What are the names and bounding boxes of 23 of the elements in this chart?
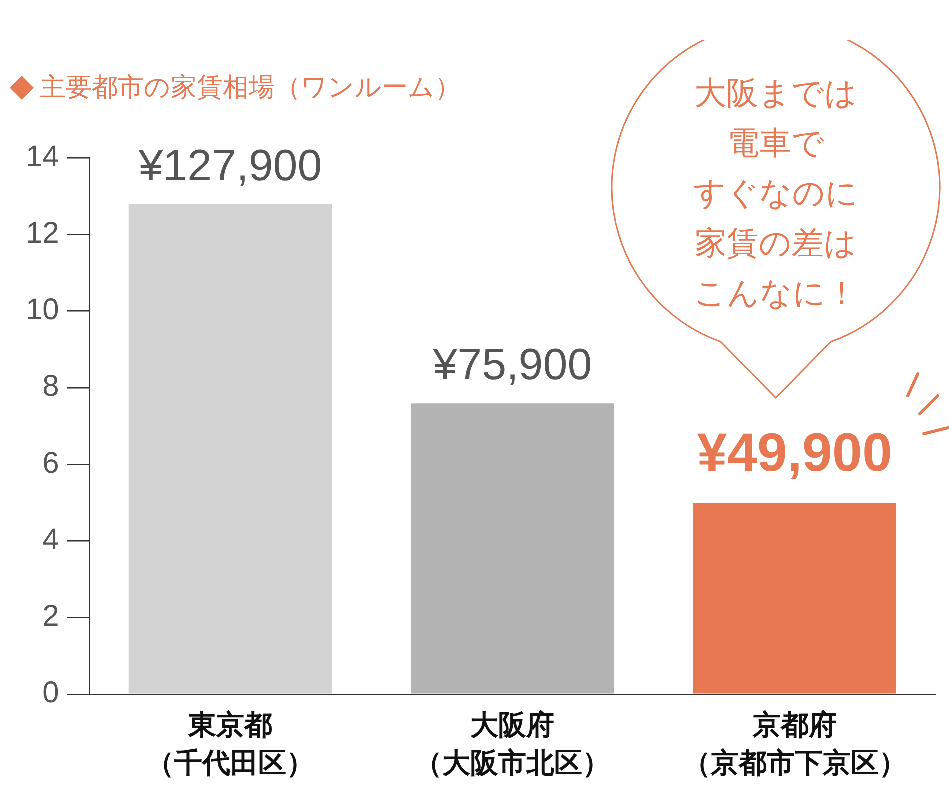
- bar: [411, 404, 614, 694]
- annotation: こんなに！: [693, 273, 859, 314]
- y-tick-label: 8: [42, 370, 60, 404]
- y-tick-label: 12: [26, 216, 60, 250]
- x-tick-label: 京都府（京都市下京区）: [682, 708, 907, 780]
- annotation: ¥127,900: [138, 142, 322, 190]
- annotation: 家賃の差は: [694, 223, 858, 264]
- y-tick-label: 0: [42, 676, 60, 710]
- annotation: すぐなのに: [692, 173, 860, 214]
- bar: [693, 503, 896, 694]
- annotation: ¥75,900: [432, 340, 592, 390]
- chart-title: 主要都市の家賃相場（ワンルーム）: [40, 72, 461, 105]
- bar: [128, 204, 332, 694]
- y-tick-label: 2: [42, 600, 60, 634]
- y-tick-label: 4: [42, 523, 60, 556]
- y-tick-label: 6: [42, 446, 60, 480]
- text: 大阪までは: [694, 73, 858, 114]
- x-tick-label: 東京都（千代田区）: [146, 708, 314, 780]
- x-tick-label: 大阪府（大阪市北区）: [414, 708, 611, 780]
- annotation: ¥49,900: [697, 423, 892, 484]
- y-tick-label: 14: [26, 140, 60, 174]
- y-tick-label: 10: [26, 294, 60, 327]
- annotation: 電車で: [726, 123, 826, 164]
